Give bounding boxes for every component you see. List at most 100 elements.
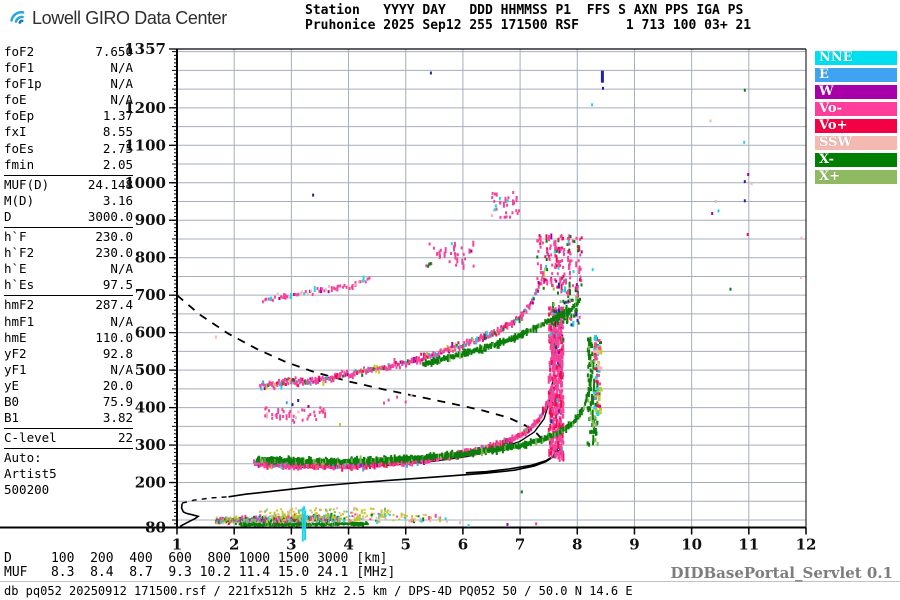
parameter-label: B0 (4, 393, 20, 409)
stray-echo (214, 335, 217, 339)
y-axis-label: 1000 (124, 174, 166, 192)
parameter-value: 3.82 (102, 410, 133, 426)
parameter-label: MUF(D) (4, 176, 50, 192)
stray-echo (312, 193, 315, 197)
stray-echo (729, 287, 732, 291)
parameter-value: 20.0 (102, 377, 133, 393)
parameter-value: 2.05 (102, 156, 133, 172)
parameter-label: foEs (4, 140, 35, 156)
y-axis-label: 1200 (124, 99, 166, 117)
stray-echo (535, 522, 538, 526)
parameter-label: B1 (4, 410, 20, 426)
legend-entry-nne: NNE (815, 51, 897, 65)
stray-echo (304, 510, 307, 541)
stray-echo (301, 507, 304, 542)
stray-echo (743, 180, 746, 184)
parameter-value: 230.0 (95, 245, 133, 261)
parameter-value: N/A (110, 261, 133, 277)
stray-echo (717, 209, 720, 213)
stray-echo (307, 405, 310, 408)
station-header-line2: Pruhonice 2025 Sep12 255 171500 RSF 1 71… (305, 18, 752, 33)
x-axis-label: 5 (401, 536, 411, 554)
stray-echo (711, 212, 714, 215)
parameter-row-b1: B1 3.82 (4, 410, 133, 426)
parameter-value: N/A (110, 361, 133, 377)
parameter-value: 110.0 (95, 329, 133, 345)
stray-echo (459, 521, 462, 525)
stray-echo (520, 490, 523, 494)
parameter-value: 287.4 (95, 297, 133, 313)
stray-echo (746, 233, 749, 236)
parameter-group: hmF2 287.4 hmF1 N/A hmE 110.0 yF2 92.8 yF1 N/A yE 2… (4, 295, 133, 428)
parameter-row-fmin: fmin 2.05 (4, 157, 133, 173)
profile-f-region (228, 449, 560, 498)
x-axis-label: 9 (629, 536, 639, 554)
parameter-row-he: h`E N/A (4, 261, 133, 277)
stray-echo (747, 173, 750, 176)
parameter-value: 7.650 (95, 44, 133, 59)
servlet-version-label: DIDBasePortal_Servlet 0.1 (670, 564, 893, 582)
parameter-label: M(D) (4, 192, 35, 208)
y-axis-label: 900 (135, 211, 166, 229)
station-header-line1: Station YYYY DAY DDD HHMMSS P1 FFS S AXN… (305, 3, 744, 18)
x-axis-label: 11 (738, 536, 759, 554)
parameter-value: 3000.0 (87, 208, 133, 224)
parameter-value: 24.148 (87, 176, 133, 192)
stray-echo (429, 71, 432, 75)
parameter-value: 1.37 (102, 108, 133, 124)
y-axis-label: 700 (135, 286, 166, 304)
parameter-row-hmf1: hmF1 N/A (4, 314, 133, 330)
stray-echo (709, 119, 712, 123)
parameter-label: hmF1 (4, 313, 35, 329)
parameter-row-hme: hmE 110.0 (4, 330, 133, 346)
stray-echo (467, 524, 470, 528)
parameter-value: N/A (110, 92, 133, 108)
x-axis-label: 8 (572, 536, 582, 554)
parameter-label: foEp (4, 108, 35, 124)
footer-divider (0, 581, 900, 582)
parameter-row-foe: foE N/A (4, 92, 133, 108)
direction-polarization-legend: NNE E W Vo- Vo+ SSW X- X+ (815, 51, 897, 187)
parameter-value: 8.55 (102, 124, 133, 140)
stray-echo (600, 70, 604, 83)
y-axis-label: 800 (135, 249, 166, 267)
stray-echo (602, 86, 604, 90)
logo-text: Lowell GIRO Data Center (32, 7, 227, 28)
y-axis-label: 80 (145, 519, 166, 537)
autoscaling-line: Artist5 (4, 466, 57, 482)
parameter-label: h`E (4, 261, 27, 277)
parameter-group: C-level 22 (4, 428, 133, 450)
parameter-label: hmF2 (4, 297, 35, 313)
parameter-row-d: D 3000.0 (4, 209, 133, 225)
stray-echo (410, 394, 413, 398)
parameter-label: foF1 (4, 60, 35, 76)
x-axis-label: 3 (286, 536, 296, 554)
parameter-row-hf2: h`F2 230.0 (4, 245, 133, 261)
parameter-value: N/A (110, 313, 133, 329)
parameter-group: h`F 230.0 h`F2 230.0 h`E N/A h`Es 97.5 (4, 227, 133, 295)
parameter-label: h`F2 (4, 245, 35, 261)
parameter-row-fof1: foF1 N/A (4, 60, 133, 76)
parameter-label: D (4, 208, 12, 224)
parameter-group: MUF(D) 24.148 M(D) 3.16 D 3000.0 (4, 174, 133, 227)
d-muf-table: D 100 200 400 600 800 1000 1500 3000 [km… (4, 552, 395, 580)
parameter-row-hmf2: hmF2 287.4 (4, 297, 133, 313)
parameter-row-hes: h`Es 97.5 (4, 277, 133, 293)
stray-echo (404, 400, 407, 404)
parameter-row-ye: yE 20.0 (4, 378, 133, 394)
legend-entry-x: X- (815, 153, 897, 167)
parameter-value: 230.0 (95, 229, 133, 245)
parameter-label: foF1p (4, 76, 42, 92)
y-axis-label: 400 (135, 399, 166, 417)
parameter-label: foE (4, 92, 27, 108)
stray-echo (743, 140, 746, 144)
stray-echo (268, 297, 271, 301)
x-axis-label: 4 (343, 536, 353, 554)
stray-echo (800, 236, 803, 240)
parameter-label: h`F (4, 229, 27, 245)
stray-echo (799, 276, 802, 280)
parameter-label: fxI (4, 124, 27, 140)
lowell-giro-logo: Lowell GIRO Data Center (6, 5, 227, 31)
parameter-label: C-level (4, 430, 57, 446)
legend-entry-e: E (815, 68, 897, 82)
